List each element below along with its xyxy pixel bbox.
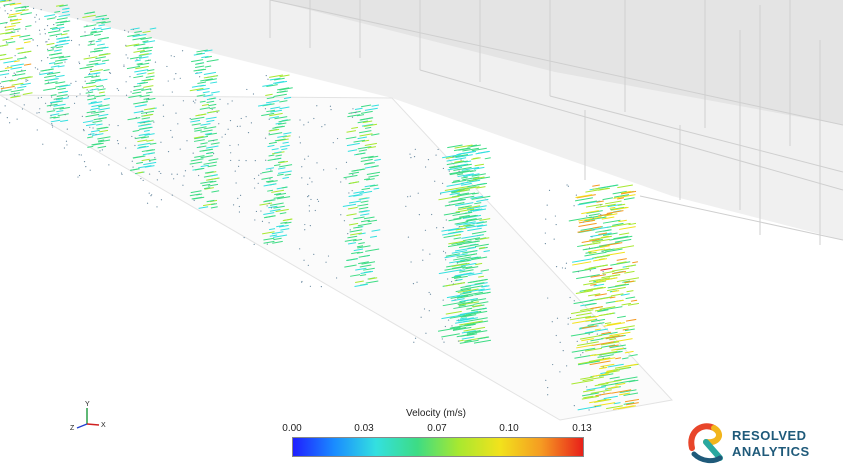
axis-label-x: X [101,422,106,429]
legend-tick-0: 0.00 [282,423,302,434]
legend-tick-2: 0.07 [427,423,447,434]
legend-tick-4: 0.13 [572,423,592,434]
floor-plane [0,94,673,421]
legend-tick-1: 0.03 [354,423,374,434]
room-geometry [0,0,843,245]
velocity-vector-fields [0,0,640,411]
resolved-analytics-logo: RESOLVED ANALYTICS [684,418,834,466]
legend-colorbar [292,437,584,457]
logo-mark-icon [688,423,723,464]
legend-tick-3: 0.10 [499,423,519,434]
axis-label-z: Z [70,425,75,432]
legend-title: Velocity (m/s) [405,408,466,419]
logo-text-line-2: ANALYTICS [732,444,810,459]
logo-text-line-1: RESOLVED [732,428,807,443]
axis-triad: Y X Z [70,401,106,432]
velocity-legend: Velocity (m/s) 0.00 0.03 0.07 0.10 0.13 [276,408,596,468]
axis-label-y: Y [85,401,90,408]
